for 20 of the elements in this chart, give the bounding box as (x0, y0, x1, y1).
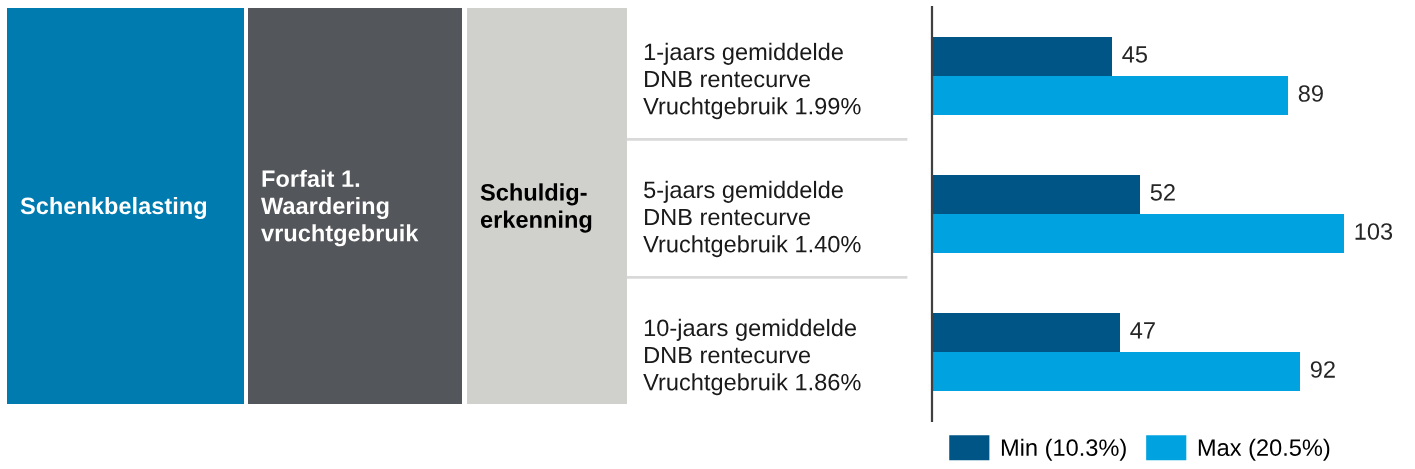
data-label: 47 (1130, 322, 1155, 339)
legend-label: Min (10.3%) (1001, 438, 1126, 461)
y-tick-label: 1-jaars gemiddelde DNB rentecurve Vruchtgebruik 1.99% (643, 42, 861, 120)
bar (932, 76, 1289, 116)
text: Schuldig- erkenning (480, 183, 592, 233)
bar (932, 214, 1345, 254)
text: Schenkbelasting (20, 196, 207, 220)
y-tick-label: 5-jaars gemiddelde DNB rentecurve Vruchtgebruik 1.40% (643, 180, 861, 258)
text: Forfait 1. Waardering vruchtgebruik (261, 169, 419, 247)
bar (932, 174, 1141, 214)
y-tick-label: 10-jaars gemiddelde DNB rentecurve Vruchtgebruik 1.86% (643, 318, 861, 396)
bar (932, 36, 1113, 76)
data-label: 52 (1150, 184, 1175, 201)
legend-label: Max (20.5%) (1198, 438, 1330, 461)
bar (932, 312, 1121, 352)
data-label: 89 (1298, 85, 1323, 102)
data-label: 45 (1122, 46, 1147, 63)
data-label: 92 (1310, 361, 1335, 378)
bar (932, 352, 1301, 392)
data-label: 103 (1355, 223, 1393, 240)
